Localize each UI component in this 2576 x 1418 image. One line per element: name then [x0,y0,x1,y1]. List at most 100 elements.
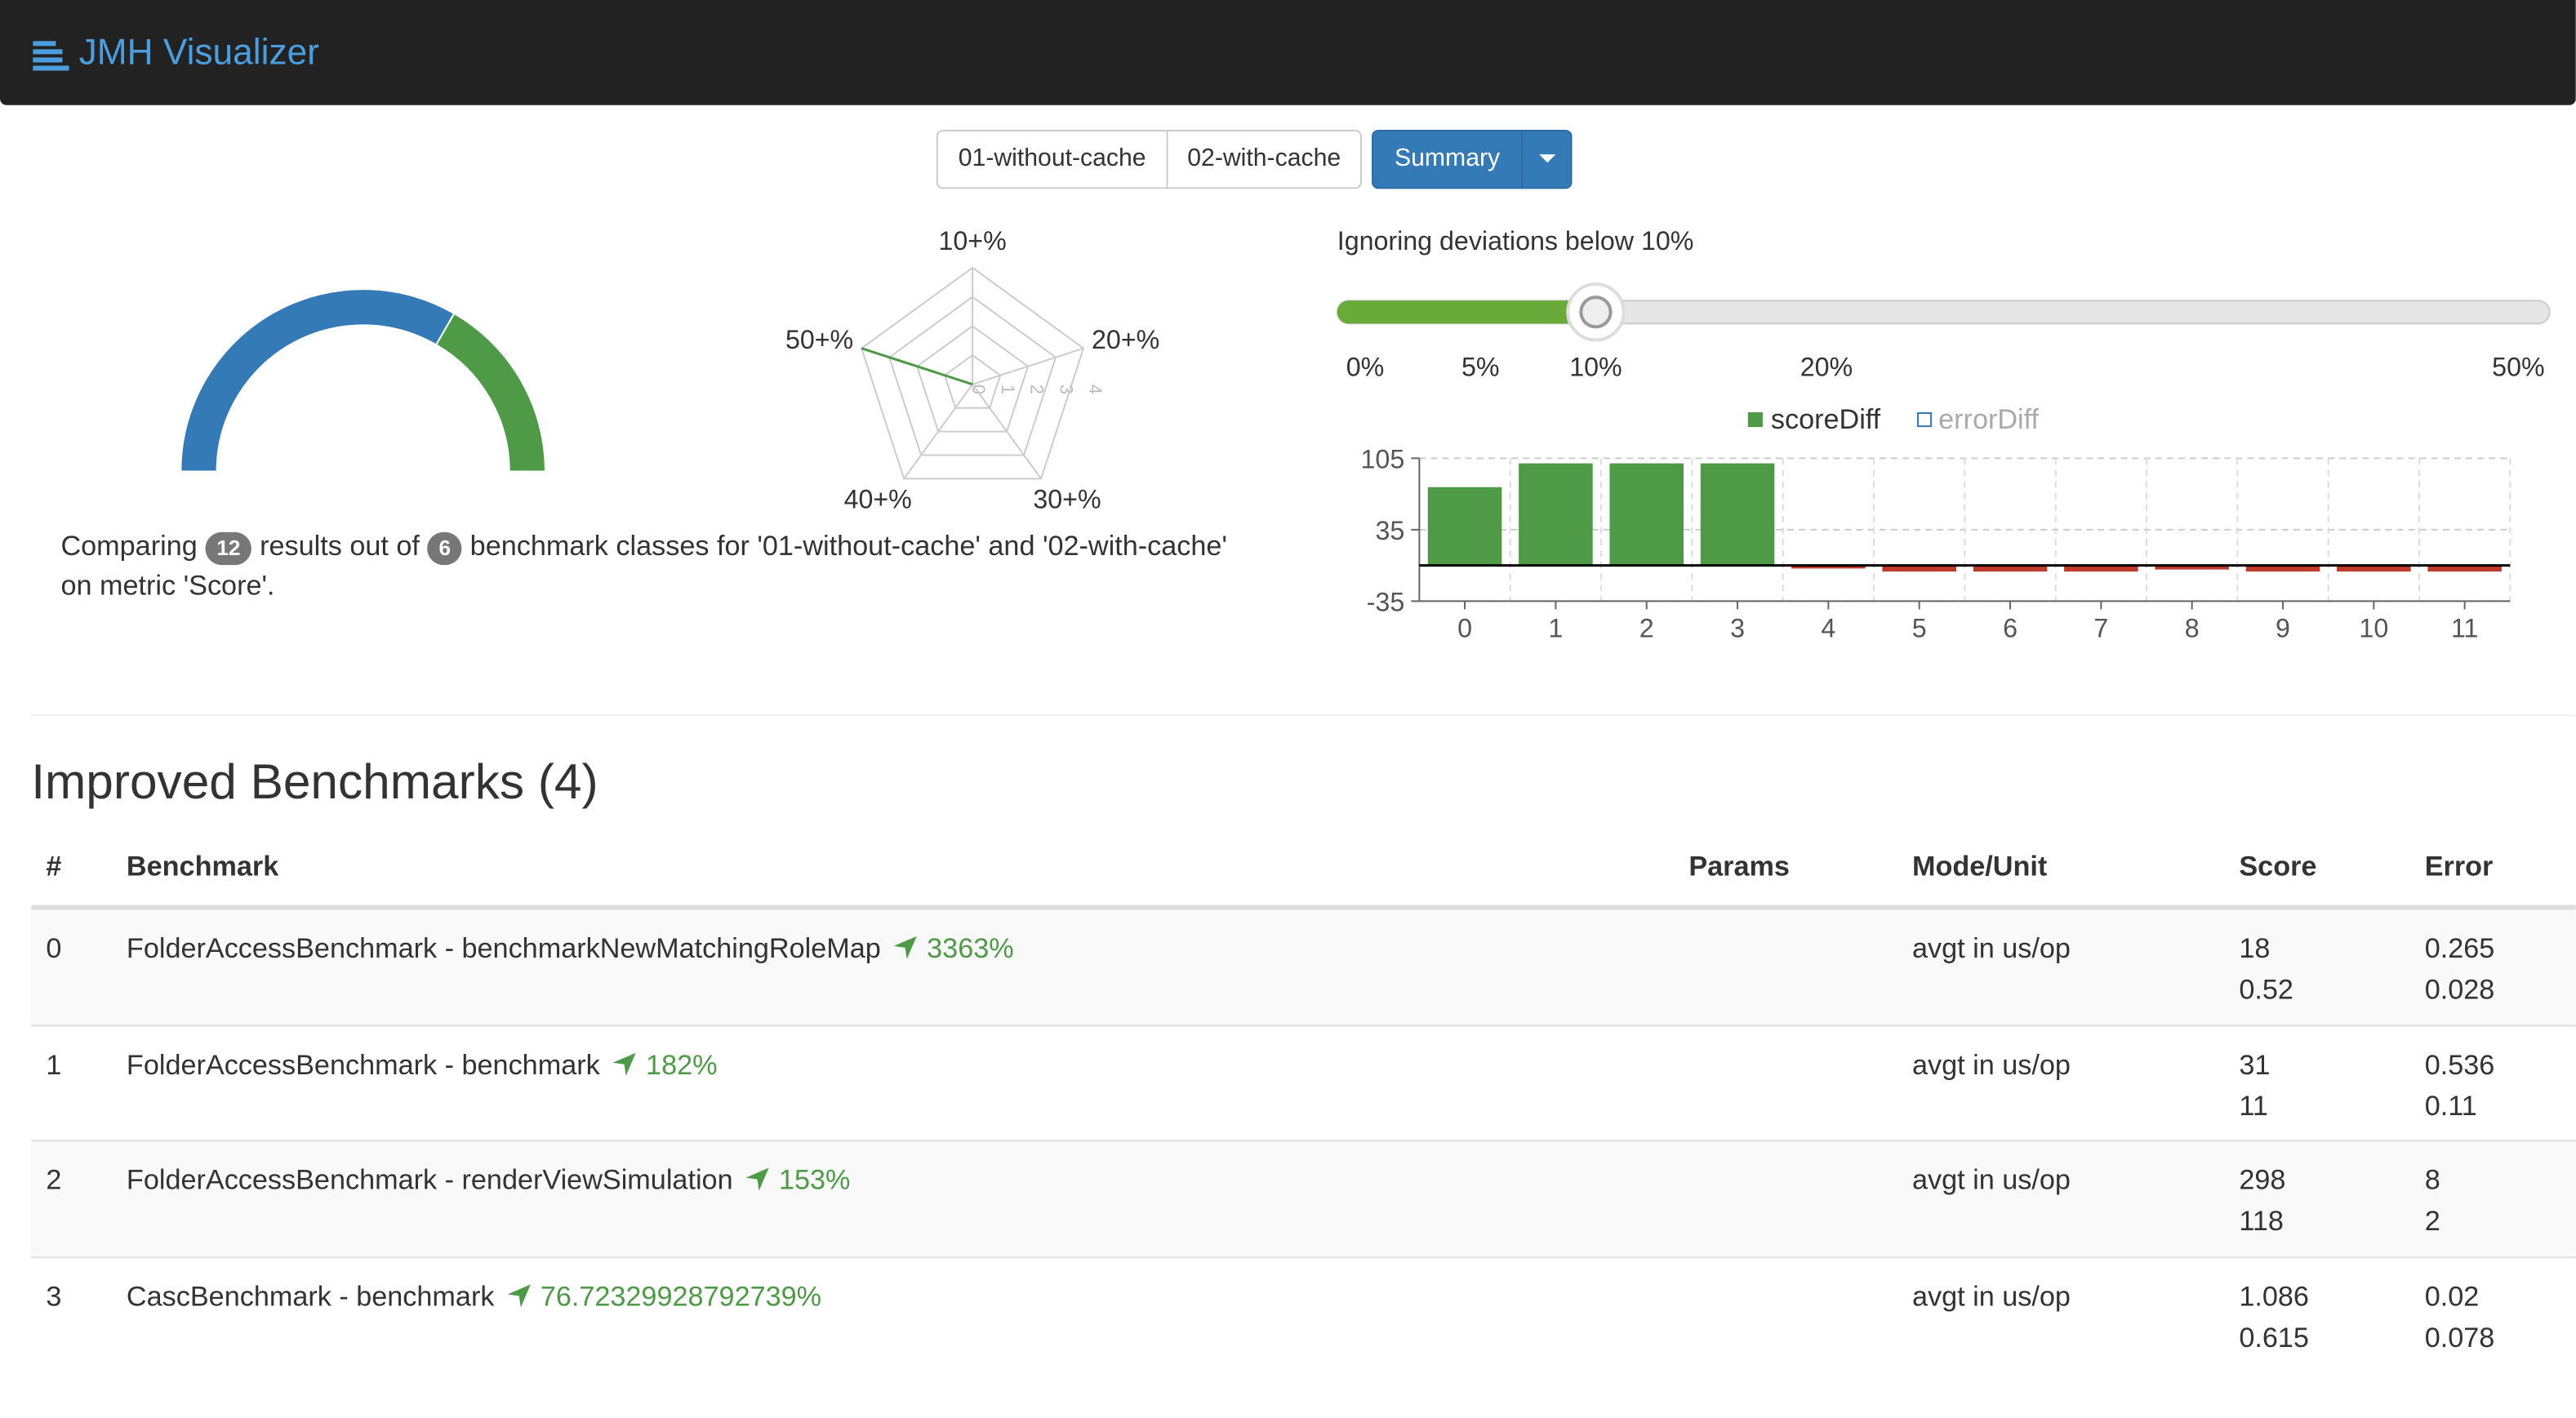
bar [1700,463,1775,566]
radar-tick-label: 2 [1027,385,1048,394]
score: 118 [2239,1205,2284,1238]
arrow-icon [745,1167,769,1191]
score: 31 [2239,1048,2271,1080]
benchmark-cell: FolderAccessBenchmark - renderViewSimula… [127,1165,851,1198]
score: 0.615 [2239,1321,2309,1353]
radar-axis [972,384,1042,479]
text: Comparing [60,530,198,562]
score: 0.52 [2239,974,2293,1006]
error: 2 [2424,1205,2440,1238]
slider-handle-inner [1579,296,1613,329]
dropdown-toggle[interactable] [1521,129,1573,189]
change: 3363% [927,932,1014,965]
row-index: 2 [46,1164,62,1196]
row-index: 3 [46,1280,62,1312]
benchmark-name: CascBenchmark - benchmark [126,1280,495,1312]
x-tick-label: 10 [2359,614,2388,643]
slider-tick-label: 50% [2492,353,2544,382]
column-header: Mode/Unit [1911,851,2048,882]
bar [2064,565,2138,572]
radar-tick-label: 1 [998,385,1018,394]
text: results out of [260,530,420,562]
badge: 6 [427,531,463,566]
bar [1427,487,1502,566]
row-index: 1 [46,1048,62,1080]
radar-axis [972,347,1084,385]
score: 11 [2239,1089,2268,1122]
column-header: Benchmark [126,851,279,882]
slider-tick-label: 10% [1569,353,1622,382]
legend-label[interactable]: errorDiff [1938,404,2039,435]
column-header: Score [2239,851,2317,882]
radar-grid [861,266,1085,480]
slider-tick-label: 5% [1462,353,1500,382]
score: 298 [2239,1164,2286,1196]
y-tick-label: 35 [1375,516,1404,545]
mode-unit: avgt in us/op [1911,932,2071,965]
error: 0.11 [2424,1089,2477,1122]
table-row: 2 FolderAccessBenchmark - renderViewSimul… [31,1140,2576,1257]
radar-label: 10+% [938,226,1006,256]
charts: 0 1 2 3 410+%20+%30+%40+%50+%Ignoring deviat… [180,226,2551,643]
radar-axis [903,384,973,479]
divider [31,714,2576,717]
header-rule [31,905,2576,909]
bar [2155,565,2229,570]
row-index: 0 [46,932,62,965]
mode-unit: avgt in us/op [1911,1164,2071,1196]
text: benchmark classes for '01-without-cache'… [60,530,1227,602]
bar [2337,565,2411,572]
benchmark-cell: FolderAccessBenchmark - benchmark 182% [127,1049,718,1082]
change: 182% [646,1048,718,1080]
table-row: 1 FolderAccessBenchmark - benchmark 182% av… [31,1024,2576,1141]
column-header: Error [2424,851,2494,882]
radar-tick-label: 3 [1056,385,1076,394]
caret [1538,154,1555,163]
radar-label: 50+% [785,325,853,354]
bar [1882,565,1956,572]
section-title: Improved Benchmarks (4) [31,755,598,810]
change: 76.72329928792739% [540,1280,822,1312]
bar [1791,565,1866,569]
radar-label: 20+% [1092,325,1159,354]
x-tick-label: 8 [2185,614,2200,643]
x-tick-label: 7 [2093,614,2108,643]
navbar: JMH Visualizer [0,0,2576,105]
bar [2245,565,2320,572]
x-tick-label: 0 [1457,614,1472,643]
bar [1609,463,1684,566]
slider-label: Ignoring deviations below 10% [1337,226,1694,256]
x-tick-label: 3 [1730,614,1745,643]
error: 0.02 [2424,1280,2480,1312]
summary-button[interactable]: Summary [1372,129,1524,189]
score: 18 [2239,932,2271,965]
legend-swatch [1917,412,1933,428]
gauge-segment [434,312,546,473]
x-tick-label: 11 [2451,614,2478,643]
table-row: 0 FolderAccessBenchmark - benchmarkNewMat… [31,908,2576,1025]
bar [1519,463,1593,566]
error: 8 [2424,1164,2440,1196]
benchmark-cell: CascBenchmark - benchmark 76.723299287927… [127,1280,821,1313]
run-tab[interactable]: 01-without-cache [936,129,1168,189]
benchmark-name: FolderAccessBenchmark - benchmarkNewMatc… [126,932,881,965]
x-tick-label: 1 [1548,614,1563,643]
summary-text: Comparing 12 results out of 6 benchmark … [60,527,1260,607]
benchmark-cell: FolderAccessBenchmark - benchmarkNewMatc… [127,933,1014,966]
slider-fill [1337,300,1596,324]
arrow-icon [893,936,918,960]
legend-label[interactable]: scoreDiff [1771,404,1881,435]
arrow-icon [507,1283,531,1307]
table-row: 3 CascBenchmark - benchmark 76.72329928792… [31,1256,2576,1373]
run-tab[interactable]: 02-with-cache [1166,129,1362,189]
radar-tick-label: 4 [1085,385,1106,394]
x-tick-label: 4 [1821,614,1835,643]
error: 0.078 [2424,1321,2495,1353]
benchmark-name: FolderAccessBenchmark - renderViewSimula… [126,1164,733,1196]
legend-swatch [1747,412,1763,428]
app-title[interactable]: JMH Visualizer [78,31,319,73]
score: 1.086 [2239,1280,2309,1312]
x-tick-label: 9 [2276,614,2290,643]
